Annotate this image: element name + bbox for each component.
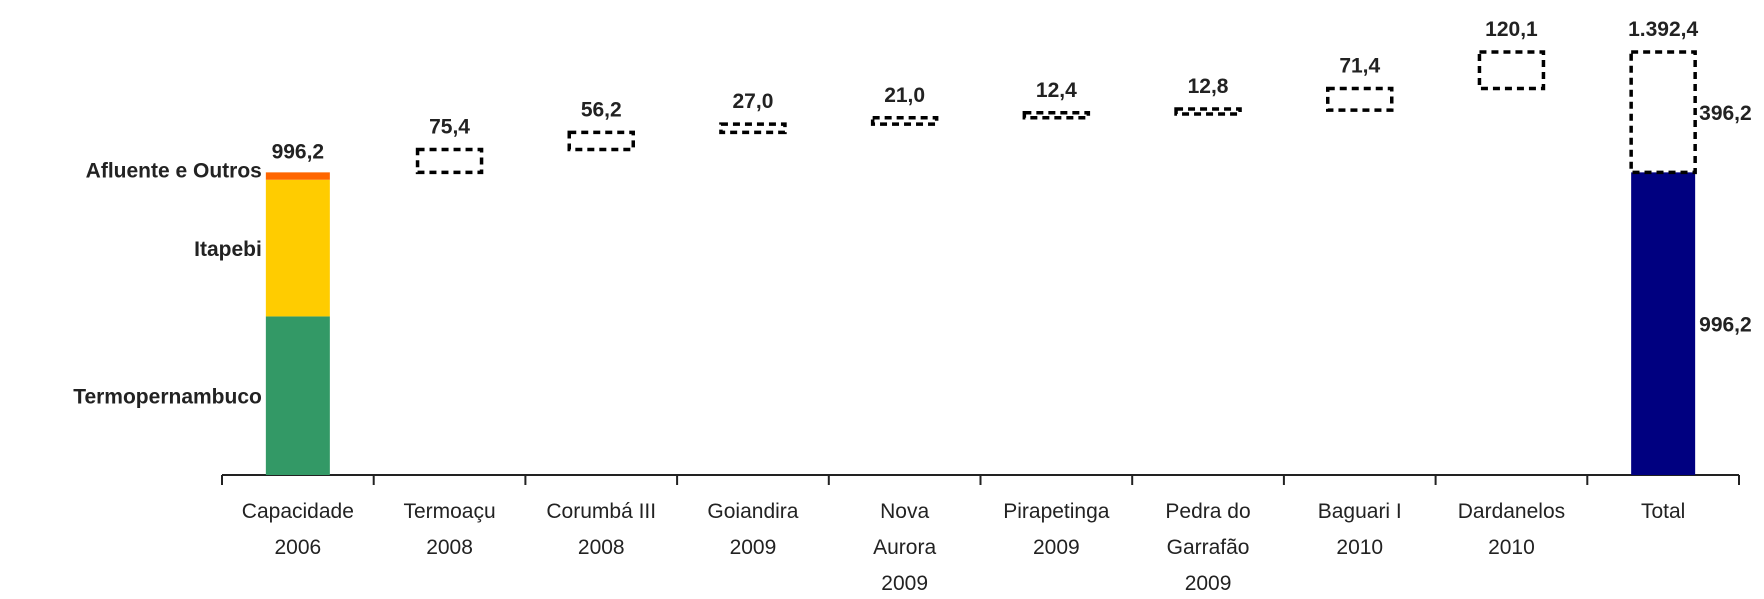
category-label: 2009 xyxy=(1033,536,1080,559)
category-label: 2010 xyxy=(1336,536,1383,559)
segment-label: Itapebi xyxy=(194,238,262,261)
increment-bar xyxy=(1326,86,1394,112)
category-label: Baguari I xyxy=(1318,500,1402,523)
increment-bar xyxy=(1174,107,1242,116)
data-label: 56,2 xyxy=(581,98,622,121)
segment-label: Afluente e Outros xyxy=(86,159,262,182)
category-label: Nova xyxy=(880,500,929,523)
bar-segment xyxy=(265,316,330,475)
data-label: 27,0 xyxy=(733,90,774,113)
category-label: 2009 xyxy=(1185,572,1232,595)
category-label: Aurora xyxy=(873,536,936,559)
increment-bar xyxy=(870,116,939,126)
category-label: 2009 xyxy=(730,536,777,559)
data-label: 1.392,4 xyxy=(1628,18,1698,41)
data-label: 71,4 xyxy=(1339,54,1380,77)
category-label: Capacidade xyxy=(242,500,354,523)
chart-marks: Capacidade 2006 Termoaçu 2008 Corumbá III 200… xyxy=(73,18,1752,595)
increment-bar xyxy=(567,130,635,152)
data-label: 21,0 xyxy=(884,84,925,107)
total-added-bar xyxy=(1629,50,1697,175)
segment-label: Termopernambuco xyxy=(73,386,262,409)
category-label: Goiandira xyxy=(707,500,798,523)
data-label: 396,2 xyxy=(1699,102,1752,125)
category-label: Dardanelos xyxy=(1458,500,1565,523)
total-base-bar xyxy=(1631,172,1696,475)
category-label: Termoaçu xyxy=(403,500,495,523)
category-label: Total xyxy=(1641,500,1685,523)
category-label: 2008 xyxy=(578,536,625,559)
bar-segment xyxy=(265,172,330,180)
data-label: 75,4 xyxy=(429,115,470,138)
category-label: Pedra do xyxy=(1165,500,1250,523)
increment-bar xyxy=(1022,111,1091,120)
category-label: 2008 xyxy=(426,536,473,559)
category-label: Pirapetinga xyxy=(1003,500,1110,523)
data-label: 12,4 xyxy=(1036,79,1077,102)
data-label: 996,2 xyxy=(272,140,325,163)
bar-segment xyxy=(265,179,330,317)
data-label: 996,2 xyxy=(1699,314,1752,337)
category-label: Corumbá III xyxy=(546,500,656,523)
data-label: 12,8 xyxy=(1188,75,1229,98)
increment-bar xyxy=(719,122,787,135)
category-label: 2009 xyxy=(881,572,928,595)
increment-bar xyxy=(415,147,484,175)
category-label: 2010 xyxy=(1488,536,1535,559)
increment-bar xyxy=(1477,50,1546,91)
category-label: 2006 xyxy=(274,536,321,559)
data-label: 120,1 xyxy=(1485,18,1538,41)
category-label: Garrafão xyxy=(1167,536,1250,559)
